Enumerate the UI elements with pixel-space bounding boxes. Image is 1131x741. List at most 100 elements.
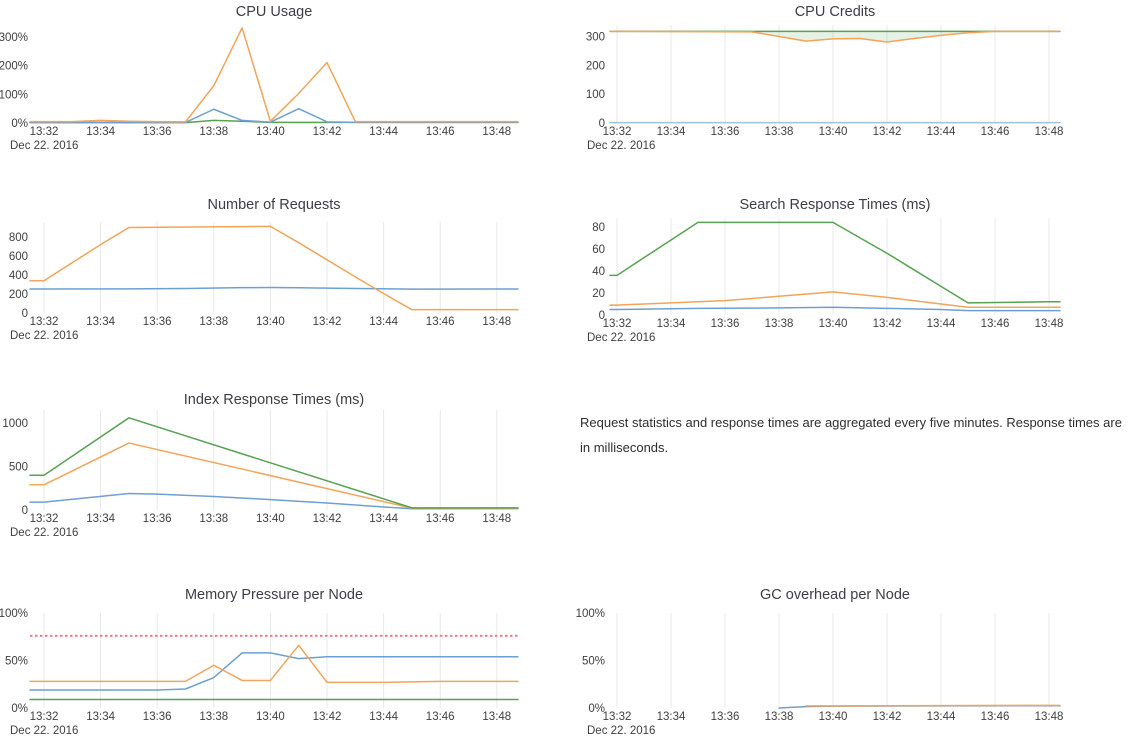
x-tick-label: 13:38 [765, 711, 794, 723]
y-tick-label: 60 [592, 244, 605, 256]
y-tick-label: 800 [9, 232, 28, 244]
x-tick-label: 13:46 [981, 126, 1010, 138]
series-blue [29, 286, 519, 290]
x-tick-label: 13:42 [313, 711, 342, 723]
x-tick-label: 13:46 [981, 318, 1010, 330]
memory-pressure-plot: 0% 50% 100% 13:32 13:34 13:36 13:38 13:40 13:42 1… [0, 608, 519, 737]
y-tick-label: 0% [588, 703, 605, 715]
y-tick-label: 200 [9, 289, 28, 301]
chart-title-number-of-requests: Number of Requests [207, 197, 341, 213]
x-tick-label: 13:44 [927, 711, 956, 723]
series-orange [29, 225, 519, 311]
y-tick-label: 400 [9, 270, 28, 282]
x-tick-label: 13:34 [657, 126, 686, 138]
y-tick-label: 0% [11, 703, 28, 715]
aggregation-note: Request statistics and response times ar… [580, 415, 1122, 455]
series-blue [609, 306, 1061, 312]
x-tick-label: 13:46 [426, 126, 455, 138]
x-tick-label: 13:42 [873, 126, 902, 138]
chart-title-index-response-times: Index Response Times (ms) [183, 392, 365, 408]
x-tick-label: 13:32 [30, 711, 59, 723]
x-tick-label: 13:44 [369, 316, 398, 328]
x-tick-label: 13:42 [313, 316, 342, 328]
series-blue [29, 492, 519, 510]
x-tick-label: 13:36 [711, 318, 740, 330]
x-tick-label: 13:46 [981, 711, 1010, 723]
y-tick-label: 300 [586, 32, 605, 44]
x-tick-label: 13:38 [199, 513, 228, 525]
y-tick-label: 80 [592, 222, 605, 234]
x-tick-label: 13:48 [1035, 126, 1064, 138]
x-tick-label: 13:38 [199, 711, 228, 723]
index-response-times-plot: 0 500 1000 13:32 13:34 13:36 13:38 13:40 13:42 13… [2, 410, 519, 539]
x-tick-label: 13:34 [657, 711, 686, 723]
x-tick-label: 13:32 [30, 126, 59, 138]
x-axis-date-label: Dec 22. 2016 [587, 140, 655, 152]
gc-overhead-plot: 0% 50% 100% 13:32 13:34 13:36 13:38 13:40 13:42 1… [576, 608, 1064, 737]
y-tick-label: 200% [0, 61, 28, 73]
x-tick-label: 13:44 [369, 711, 398, 723]
x-tick-label: 13:48 [1035, 318, 1064, 330]
x-tick-label: 13:40 [256, 126, 285, 138]
search-response-times-plot: 0 20 40 60 80 13:32 13:34 13:36 13:38 13:40 13:42 1… [587, 218, 1064, 344]
x-tick-label: 13:36 [143, 513, 172, 525]
chart-search-response-times: 0 20 40 60 80 13:32 13:34 13:36 13:38 13:40 13:42 1… [565, 190, 1131, 385]
y-tick-label: 100% [576, 608, 605, 620]
chart-title-search-response-times: Search Response Times (ms) [739, 197, 931, 213]
chart-title-memory-pressure: Memory Pressure per Node [184, 587, 364, 603]
x-tick-label: 13:36 [711, 711, 740, 723]
y-tick-label: 0% [11, 118, 28, 130]
x-tick-label: 13:42 [313, 513, 342, 525]
x-tick-label: 13:46 [426, 711, 455, 723]
x-tick-label: 13:34 [657, 318, 686, 330]
x-tick-label: 13:38 [199, 126, 228, 138]
x-tick-label: 13:40 [819, 711, 848, 723]
series-orange [805, 704, 1061, 707]
x-tick-label: 13:38 [765, 318, 794, 330]
series-blue [29, 107, 519, 124]
y-tick-label: 0 [599, 118, 605, 130]
x-tick-label: 13:40 [256, 513, 285, 525]
x-tick-label: 13:48 [1035, 711, 1064, 723]
x-axis-date-label: Dec 22. 2016 [10, 527, 78, 539]
x-tick-label: 13:34 [86, 513, 115, 525]
y-tick-label: 500 [9, 462, 28, 474]
chart-title-cpu-credits: CPU Credits [794, 4, 876, 20]
series-blue [29, 652, 519, 691]
y-tick-label: 50% [582, 656, 605, 668]
chart-gc-overhead: 0% 50% 100% 13:32 13:34 13:36 13:38 13:40 13:42 1… [565, 580, 1131, 741]
x-tick-label: 13:36 [143, 316, 172, 328]
y-tick-label: 100% [0, 89, 28, 101]
x-tick-label: 13:44 [927, 318, 956, 330]
x-tick-label: 13:38 [199, 316, 228, 328]
x-axis-date-label: Dec 22. 2016 [10, 725, 78, 737]
x-tick-label: 13:44 [927, 126, 956, 138]
number-of-requests-plot: 0 200 400 600 800 13:32 13:34 13:36 13:38 13:40 13… [9, 222, 519, 342]
chart-cpu-credits: 0 100 200 300 13:32 13:34 13:36 13:38 13:40 13:42… [565, 0, 1131, 190]
x-tick-label: 13:40 [819, 126, 848, 138]
chart-number-of-requests: 0 200 400 600 800 13:32 13:34 13:36 13:38 13:40 13… [0, 190, 565, 385]
chart-title-gc-overhead: GC overhead per Node [760, 587, 910, 603]
x-tick-label: 13:48 [482, 126, 511, 138]
y-tick-label: 600 [9, 251, 28, 263]
cpu-usage-plot: 0% 100% 200% 300% 13:32 13:34 13:36 13:38 13:40 1… [0, 27, 519, 152]
fill-band [610, 31, 1060, 43]
x-tick-label: 13:38 [765, 126, 794, 138]
series-green [609, 221, 1061, 304]
y-tick-label: 1000 [2, 418, 28, 430]
y-tick-label: 50% [5, 656, 28, 668]
x-tick-label: 13:32 [30, 316, 59, 328]
y-tick-label: 0 [22, 308, 28, 320]
x-tick-label: 13:36 [143, 126, 172, 138]
annotation-cell: Request statistics and response times ar… [565, 385, 1131, 580]
series-orange [609, 30, 1061, 43]
x-tick-label: 13:42 [873, 318, 902, 330]
series-orange [29, 27, 519, 123]
x-tick-label: 13:48 [482, 316, 511, 328]
x-tick-label: 13:48 [482, 711, 511, 723]
series-orange [609, 291, 1061, 309]
x-tick-label: 13:42 [873, 711, 902, 723]
y-tick-label: 100% [0, 608, 28, 620]
x-tick-label: 13:44 [369, 126, 398, 138]
y-tick-label: 0 [22, 505, 28, 517]
